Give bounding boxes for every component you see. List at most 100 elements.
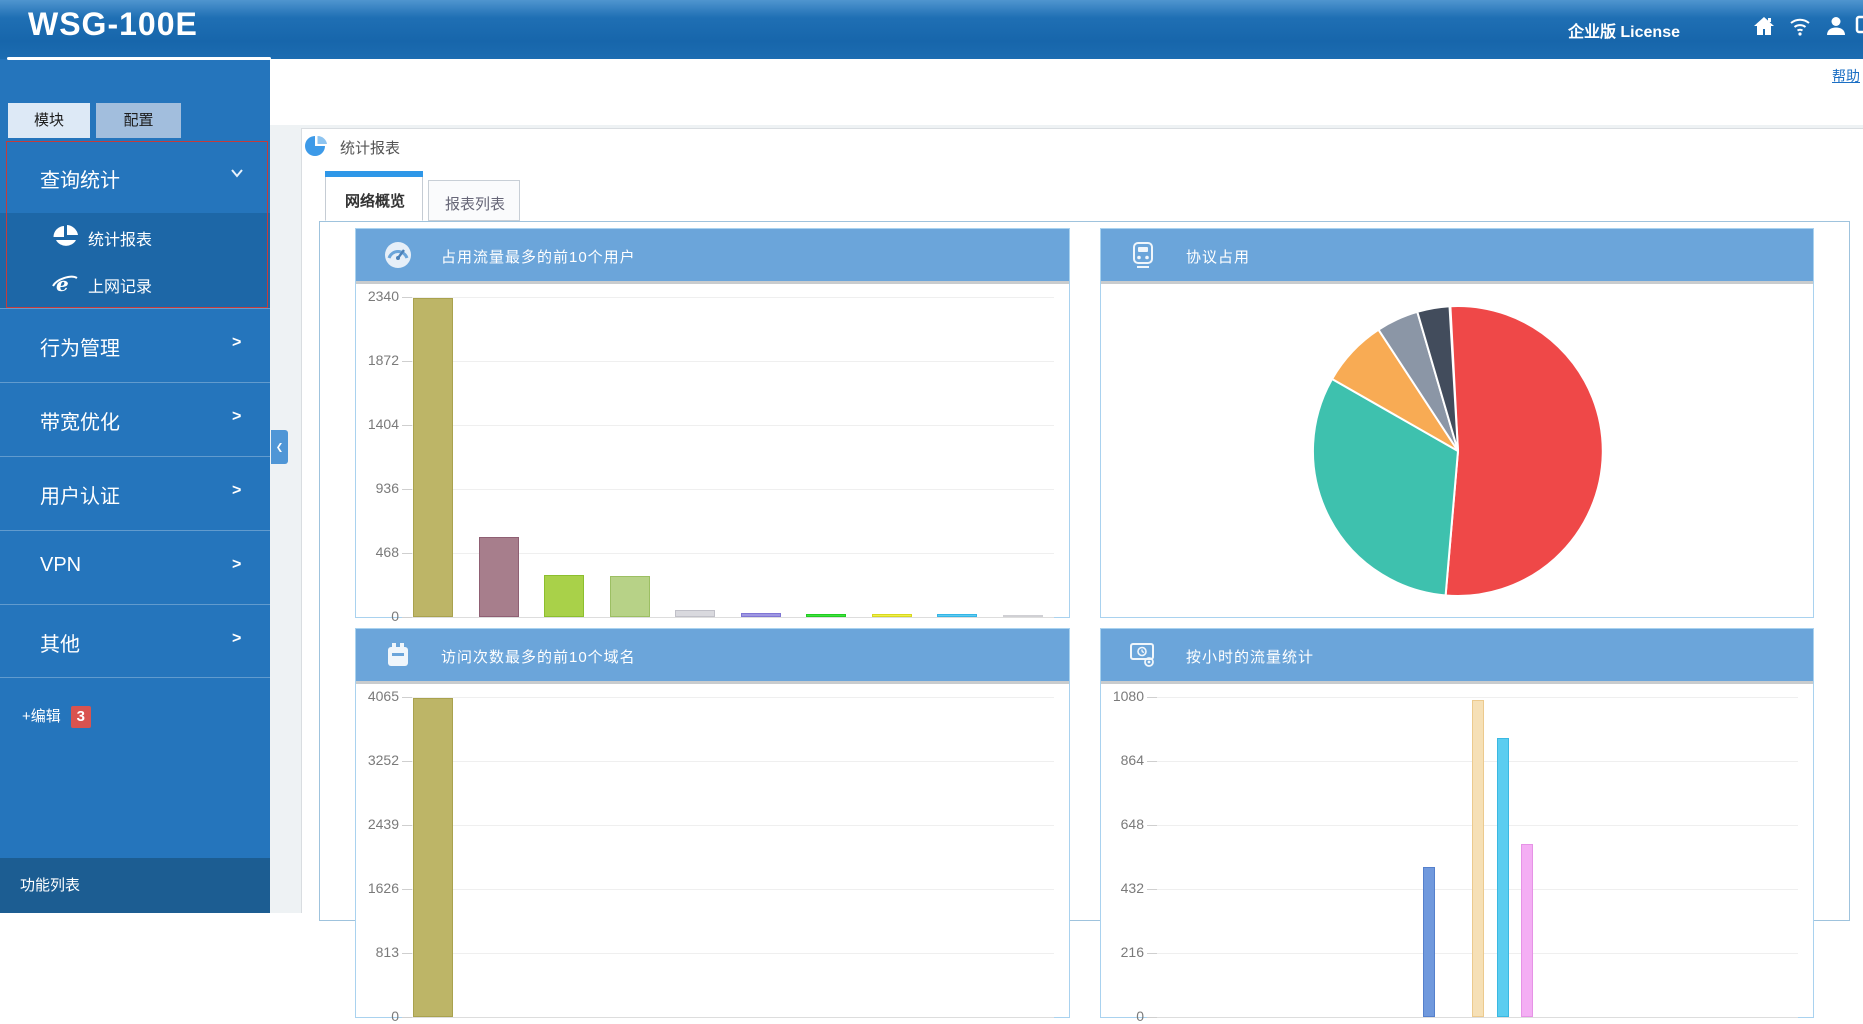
- bar: [937, 614, 977, 617]
- sidebar-item-label: 统计报表: [88, 232, 153, 249]
- chevron-down-icon: [231, 169, 243, 178]
- axis-tick: [402, 553, 412, 554]
- gauge-icon: [385, 242, 411, 268]
- active-tab-strip: [325, 171, 423, 177]
- y-axis-tick-label: 648: [1120, 816, 1144, 832]
- panel-title: 访问次数最多的前10个域名: [441, 649, 636, 666]
- sidebar-section-3[interactable]: VPN >: [0, 530, 270, 604]
- bar: [1003, 615, 1043, 617]
- sidebar-section-2[interactable]: 用户认证 >: [0, 456, 270, 530]
- bar: [1521, 844, 1533, 1017]
- bar-chart-hourly: 1080 864 648 432 216 0: [1101, 684, 1813, 1024]
- gridline: [408, 425, 1054, 426]
- edit-label: +编辑: [22, 708, 61, 725]
- sidebar-section-1[interactable]: 带宽优化 >: [0, 382, 270, 456]
- bar-chart-top-domains: 4065 3252 2439 1626 813 0: [356, 684, 1069, 1024]
- panel-title: 按小时的流量统计: [1186, 649, 1315, 666]
- bar: [675, 610, 715, 617]
- y-axis-tick-label: 432: [1120, 880, 1144, 896]
- sidebar-edit-button[interactable]: +编辑 3: [22, 705, 91, 731]
- sidebar-item-stats-report[interactable]: 统计报表: [0, 213, 270, 260]
- sidebar-section-label: 行为管理: [40, 338, 120, 360]
- sidebar-item-web-records[interactable]: e 上网记录: [0, 260, 270, 307]
- panel-protocol-usage: 协议占用: [1100, 228, 1814, 618]
- sidebar-section-4[interactable]: 其他 >: [0, 604, 270, 678]
- y-axis-tick-label: 1080: [1112, 688, 1144, 704]
- axis-tick: [402, 361, 412, 362]
- gridline: [408, 297, 1054, 298]
- axis-tick: [402, 617, 412, 618]
- panel-header-rule: [1101, 281, 1813, 284]
- bar: [544, 575, 584, 617]
- bar: [872, 614, 912, 617]
- gridline: [408, 553, 1054, 554]
- logo-underline: [7, 57, 271, 60]
- sidebar-footer-function-list[interactable]: 功能列表: [0, 858, 270, 913]
- report-pie-icon: [305, 136, 327, 156]
- tab-label: 报表列表: [444, 196, 505, 213]
- panel-hourly-traffic: 按小时的流量统计 1080 864 648 432 216 0: [1100, 628, 1814, 1024]
- wifi-icon[interactable]: [1788, 14, 1812, 38]
- y-axis-tick-label: 813: [375, 944, 399, 960]
- chevron-right-icon: >: [232, 482, 242, 499]
- y-axis-tick-label: 216: [1120, 944, 1144, 960]
- axis-tick: [402, 825, 412, 826]
- panel-title: 占用流量最多的前10个用户: [441, 249, 636, 266]
- sidebar: 模块 配置 查询统计 统计报表 e 上网记录 行为管理 > 带宽优化 > 用户认证 > VP…: [0, 59, 270, 913]
- panel-top-users: 占用流量最多的前10个用户 2340 1872 1404 936 468 0: [355, 228, 1070, 624]
- axis-tick: [1147, 1017, 1157, 1018]
- y-axis-tick-label: 468: [375, 544, 399, 560]
- bar: [610, 576, 650, 617]
- chevron-right-icon: >: [232, 408, 242, 425]
- bar: [1472, 700, 1484, 1017]
- axis-tick: [402, 697, 412, 698]
- axis-tick: [402, 1017, 412, 1018]
- bar: [413, 298, 453, 617]
- gridline: [408, 889, 1054, 890]
- sidebar-section-label: 查询统计: [40, 170, 120, 192]
- page-title: 统计报表: [340, 140, 401, 157]
- panel-header: 协议占用: [1101, 229, 1813, 281]
- gridline: [408, 617, 1054, 618]
- y-axis-tick-label: 0: [1136, 1008, 1144, 1024]
- bar-chart-top-users: 2340 1872 1404 936 468 0: [356, 284, 1069, 624]
- axis-tick: [402, 297, 412, 298]
- gridline: [408, 825, 1054, 826]
- home-icon[interactable]: [1752, 14, 1776, 38]
- monitor-icon-partial[interactable]: [1855, 14, 1863, 38]
- axis-tick: [1147, 761, 1157, 762]
- tab-network-overview[interactable]: 网络概览: [325, 171, 423, 221]
- axis-tick: [1147, 953, 1157, 954]
- sidebar-section-label: 带宽优化: [40, 412, 120, 434]
- user-icon[interactable]: [1824, 14, 1848, 38]
- chevron-right-icon: >: [232, 334, 242, 351]
- panel-header: 访问次数最多的前10个域名: [356, 629, 1069, 681]
- sidebar-tab-module[interactable]: 模块: [8, 103, 90, 138]
- gridline: [408, 697, 1054, 698]
- bar: [1497, 738, 1509, 1017]
- y-axis-tick-label: 1872: [367, 352, 399, 368]
- bar: [806, 614, 846, 617]
- ie-browser-icon: e: [52, 272, 78, 296]
- gridline: [1153, 697, 1798, 698]
- axis-tick: [402, 953, 412, 954]
- edit-count-badge: 3: [70, 706, 91, 728]
- y-axis-tick-label: 864: [1120, 752, 1144, 768]
- help-link[interactable]: 帮助: [1832, 68, 1860, 84]
- bar: [479, 537, 519, 617]
- tab-report-list[interactable]: 报表列表: [428, 180, 520, 221]
- sidebar-section-label: VPN: [40, 554, 82, 576]
- axis-tick: [1147, 889, 1157, 890]
- sidebar-collapse-handle[interactable]: ❮: [271, 430, 288, 464]
- y-axis-tick-label: 4065: [367, 688, 399, 704]
- pie-slice: [1444, 305, 1604, 597]
- panel-header: 按小时的流量统计: [1101, 629, 1813, 681]
- sidebar-tab-config[interactable]: 配置: [96, 103, 181, 138]
- bar: [413, 698, 453, 1017]
- y-axis-tick-label: 3252: [367, 752, 399, 768]
- gridline: [408, 489, 1054, 490]
- gridline: [408, 1017, 1054, 1018]
- sidebar-section-0[interactable]: 行为管理 >: [0, 308, 270, 382]
- pie-slice: [1416, 305, 1459, 452]
- sidebar-section-query-stats[interactable]: 查询统计: [0, 142, 270, 213]
